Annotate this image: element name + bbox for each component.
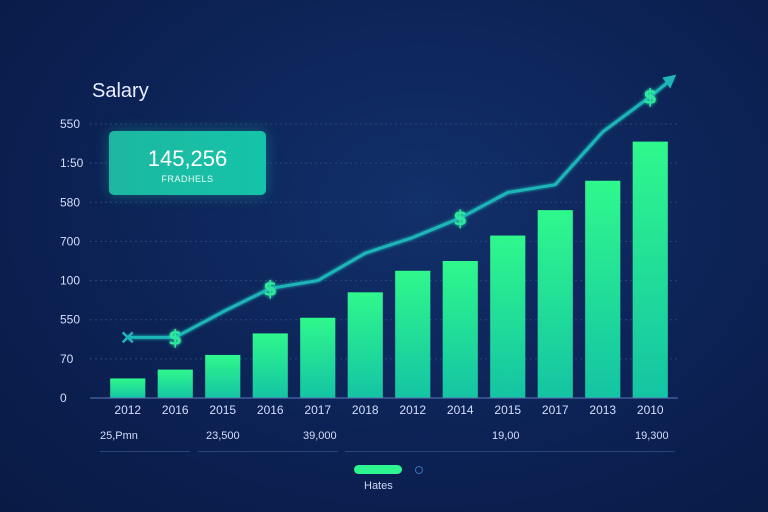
bar xyxy=(442,261,478,398)
dollar-icon: $ xyxy=(263,276,277,300)
kpi-card: 145,256 FRADHELS xyxy=(109,131,266,195)
kpi-label: FRADHELS xyxy=(161,174,214,184)
legend-swatch[interactable] xyxy=(354,465,402,474)
y-tick-label: 100 xyxy=(60,274,80,288)
bar xyxy=(632,141,668,398)
bar xyxy=(347,292,383,398)
sub-value-1: 25,Pmn xyxy=(100,430,138,442)
trend-start-marker-icon xyxy=(121,331,134,344)
sub-value-4: 19,00 xyxy=(492,430,520,442)
sub-value-5: 19,300 xyxy=(635,430,669,442)
kpi-value: 145,256 xyxy=(147,146,228,171)
legend-dot-icon[interactable] xyxy=(415,466,423,474)
x-tick-label: 2014 xyxy=(447,403,474,417)
legend-label: Hates xyxy=(364,480,393,492)
trend-arrowhead-icon xyxy=(662,74,677,89)
x-tick-label: 2012 xyxy=(114,403,141,417)
bar xyxy=(537,210,573,398)
dollar-icon: $ xyxy=(643,85,657,109)
y-tick-label: 70 xyxy=(60,352,74,366)
sub-value-3: 39,000 xyxy=(303,430,337,442)
separator-line xyxy=(198,451,338,452)
separator-line xyxy=(345,451,675,452)
trend-line xyxy=(127,77,674,339)
x-tick-label: 2012 xyxy=(399,403,426,417)
y-tick-label: 0 xyxy=(60,391,67,405)
y-tick-label: 700 xyxy=(60,234,80,248)
x-tick-label: 2016 xyxy=(257,403,284,417)
x-tick-label: 2015 xyxy=(209,403,236,417)
x-tick-label: 2015 xyxy=(494,403,521,417)
x-tick-label: 2017 xyxy=(542,403,569,417)
x-tick-label: 2013 xyxy=(589,403,616,417)
dollar-icon: $ xyxy=(453,206,467,230)
x-tick-label: 2016 xyxy=(162,403,189,417)
bar xyxy=(395,270,431,398)
dollar-icon: $ xyxy=(168,325,182,349)
x-tick-label: 2018 xyxy=(352,403,379,417)
bar xyxy=(110,378,146,398)
bar xyxy=(585,180,621,398)
chart-title: Salary xyxy=(92,80,149,102)
bar xyxy=(157,369,193,398)
bar xyxy=(300,317,336,398)
y-tick-label: 580 xyxy=(60,195,80,209)
separator-line xyxy=(100,451,190,452)
y-tick-label: 550 xyxy=(60,313,80,327)
y-tick-label: 550 xyxy=(60,117,80,131)
bar xyxy=(252,333,288,398)
sub-value-2: 23,500 xyxy=(206,430,240,442)
bar xyxy=(205,354,241,398)
y-tick-label: 1:50 xyxy=(60,156,84,170)
bar xyxy=(490,235,526,398)
x-tick-label: 2017 xyxy=(304,403,331,417)
x-tick-label: 2010 xyxy=(637,403,664,417)
